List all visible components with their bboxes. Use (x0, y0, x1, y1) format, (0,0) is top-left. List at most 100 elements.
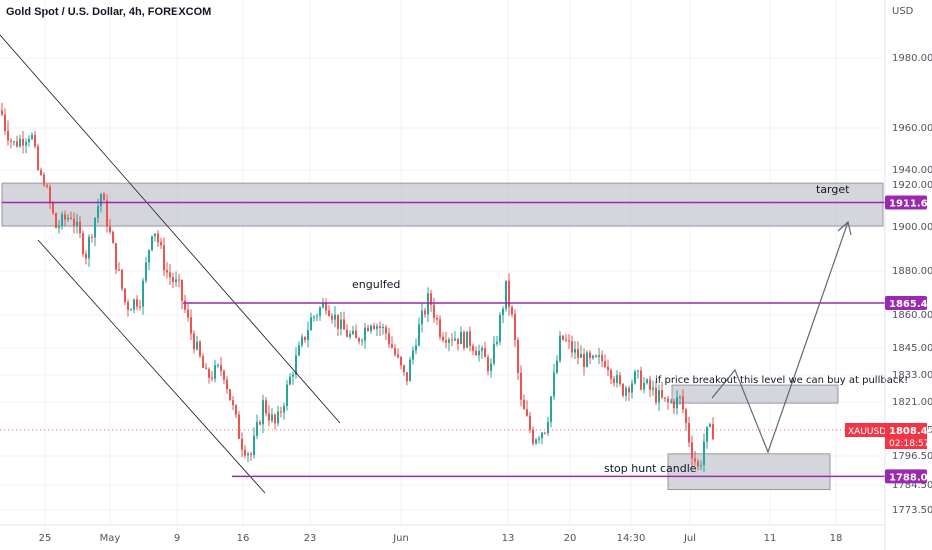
candle-body (337, 314, 339, 329)
candle-body (523, 399, 525, 410)
candle-body (73, 218, 75, 226)
candle-body (529, 415, 531, 430)
candle-body (4, 114, 6, 131)
projection-path (711, 221, 849, 454)
candle-body (46, 185, 48, 187)
x-tick-label: 13 (502, 533, 515, 544)
breakout-zone (671, 384, 839, 404)
candle-body (151, 236, 153, 251)
candle-body (97, 205, 99, 218)
candle-body (184, 300, 186, 310)
countdown-label: 02:18:57 (889, 439, 929, 449)
candle-body (442, 336, 444, 341)
candle-body (238, 414, 240, 439)
candle-body (535, 439, 537, 444)
candle-body (172, 277, 174, 282)
candle-body (376, 326, 378, 329)
candle-body (178, 279, 180, 281)
candle-body (361, 340, 363, 342)
candle-body (169, 272, 171, 278)
candle-body (214, 365, 216, 379)
candle-body (355, 330, 357, 339)
candle-body (187, 309, 189, 318)
candle-body (331, 315, 333, 320)
candle-body (607, 366, 609, 371)
candle-body (25, 142, 27, 146)
candle-body (364, 327, 366, 341)
candle-body (622, 383, 624, 396)
annotation-engulfed: engulfed (352, 278, 400, 291)
candle-body (550, 396, 552, 422)
candle-body (562, 335, 564, 340)
candle-body (10, 140, 12, 142)
y-tick-label: 1833.00 (892, 370, 932, 381)
candle-body (280, 411, 282, 413)
chart-grid (0, 0, 885, 525)
y-tick-label: 1845.00 (892, 343, 932, 354)
candle-body (76, 221, 78, 226)
candle-body (367, 327, 369, 332)
candle-body (190, 317, 192, 334)
candle-body (433, 304, 435, 318)
candle-body (676, 397, 678, 409)
candle-body (385, 326, 387, 334)
candle-body (466, 331, 468, 348)
candle-body (553, 372, 555, 397)
candle-body (43, 174, 45, 186)
candle-body (118, 269, 120, 271)
candle-body (349, 333, 351, 337)
candle-body (343, 319, 345, 330)
candle-body (202, 356, 204, 368)
candle-body (394, 347, 396, 355)
candle-body (292, 374, 294, 377)
candle-body (316, 315, 318, 317)
candle-body (436, 317, 438, 320)
candle-body (142, 280, 144, 307)
candle-body (457, 338, 459, 345)
candle-body (109, 226, 111, 232)
candle-body (409, 359, 411, 382)
candle-body (298, 345, 300, 356)
candle-body (709, 424, 711, 427)
candle-body (625, 388, 627, 396)
candle-body (31, 134, 33, 139)
candle-body (388, 333, 390, 345)
candle-body (1, 110, 3, 115)
candle-body (223, 370, 225, 380)
chart-title: Gold Spot / U.S. Dollar, 4h, FOREXCOM (6, 6, 212, 18)
candle-body (136, 299, 138, 307)
candle-body (262, 400, 264, 425)
y-tick-label: 1880.00 (892, 266, 932, 277)
candle-body (595, 355, 597, 357)
candle-body (91, 236, 93, 238)
candle-body (322, 302, 324, 308)
candle-body (421, 310, 423, 325)
level-badge-label: 1788.09 (889, 472, 932, 483)
candle-body (358, 338, 360, 342)
candle-body (634, 371, 636, 384)
candle-body (313, 316, 315, 318)
candle-body (469, 331, 471, 346)
candle-body (301, 336, 303, 346)
candle-body (103, 193, 105, 201)
candle-body (139, 306, 141, 308)
annotation-breakout: if price breakout this level we can buy … (655, 375, 908, 386)
current-price-label: 1808.45 (889, 426, 932, 437)
candle-body (637, 370, 639, 372)
candle-body (604, 360, 606, 367)
candle-body (703, 441, 705, 466)
candle-body (685, 409, 687, 424)
candle-body (271, 414, 273, 421)
candle-body (148, 250, 150, 263)
candle-body (379, 326, 381, 329)
candle-body (475, 350, 477, 356)
candle-body (391, 344, 393, 348)
candle-body (559, 335, 561, 361)
candle-body (649, 379, 651, 390)
candle-body (259, 421, 261, 425)
x-axis-ticks: 25 May 9 16 23 Jun 13 20 14:30 Jul 11 18 (39, 533, 843, 544)
candle-body (571, 341, 573, 353)
candle-body (655, 387, 657, 403)
